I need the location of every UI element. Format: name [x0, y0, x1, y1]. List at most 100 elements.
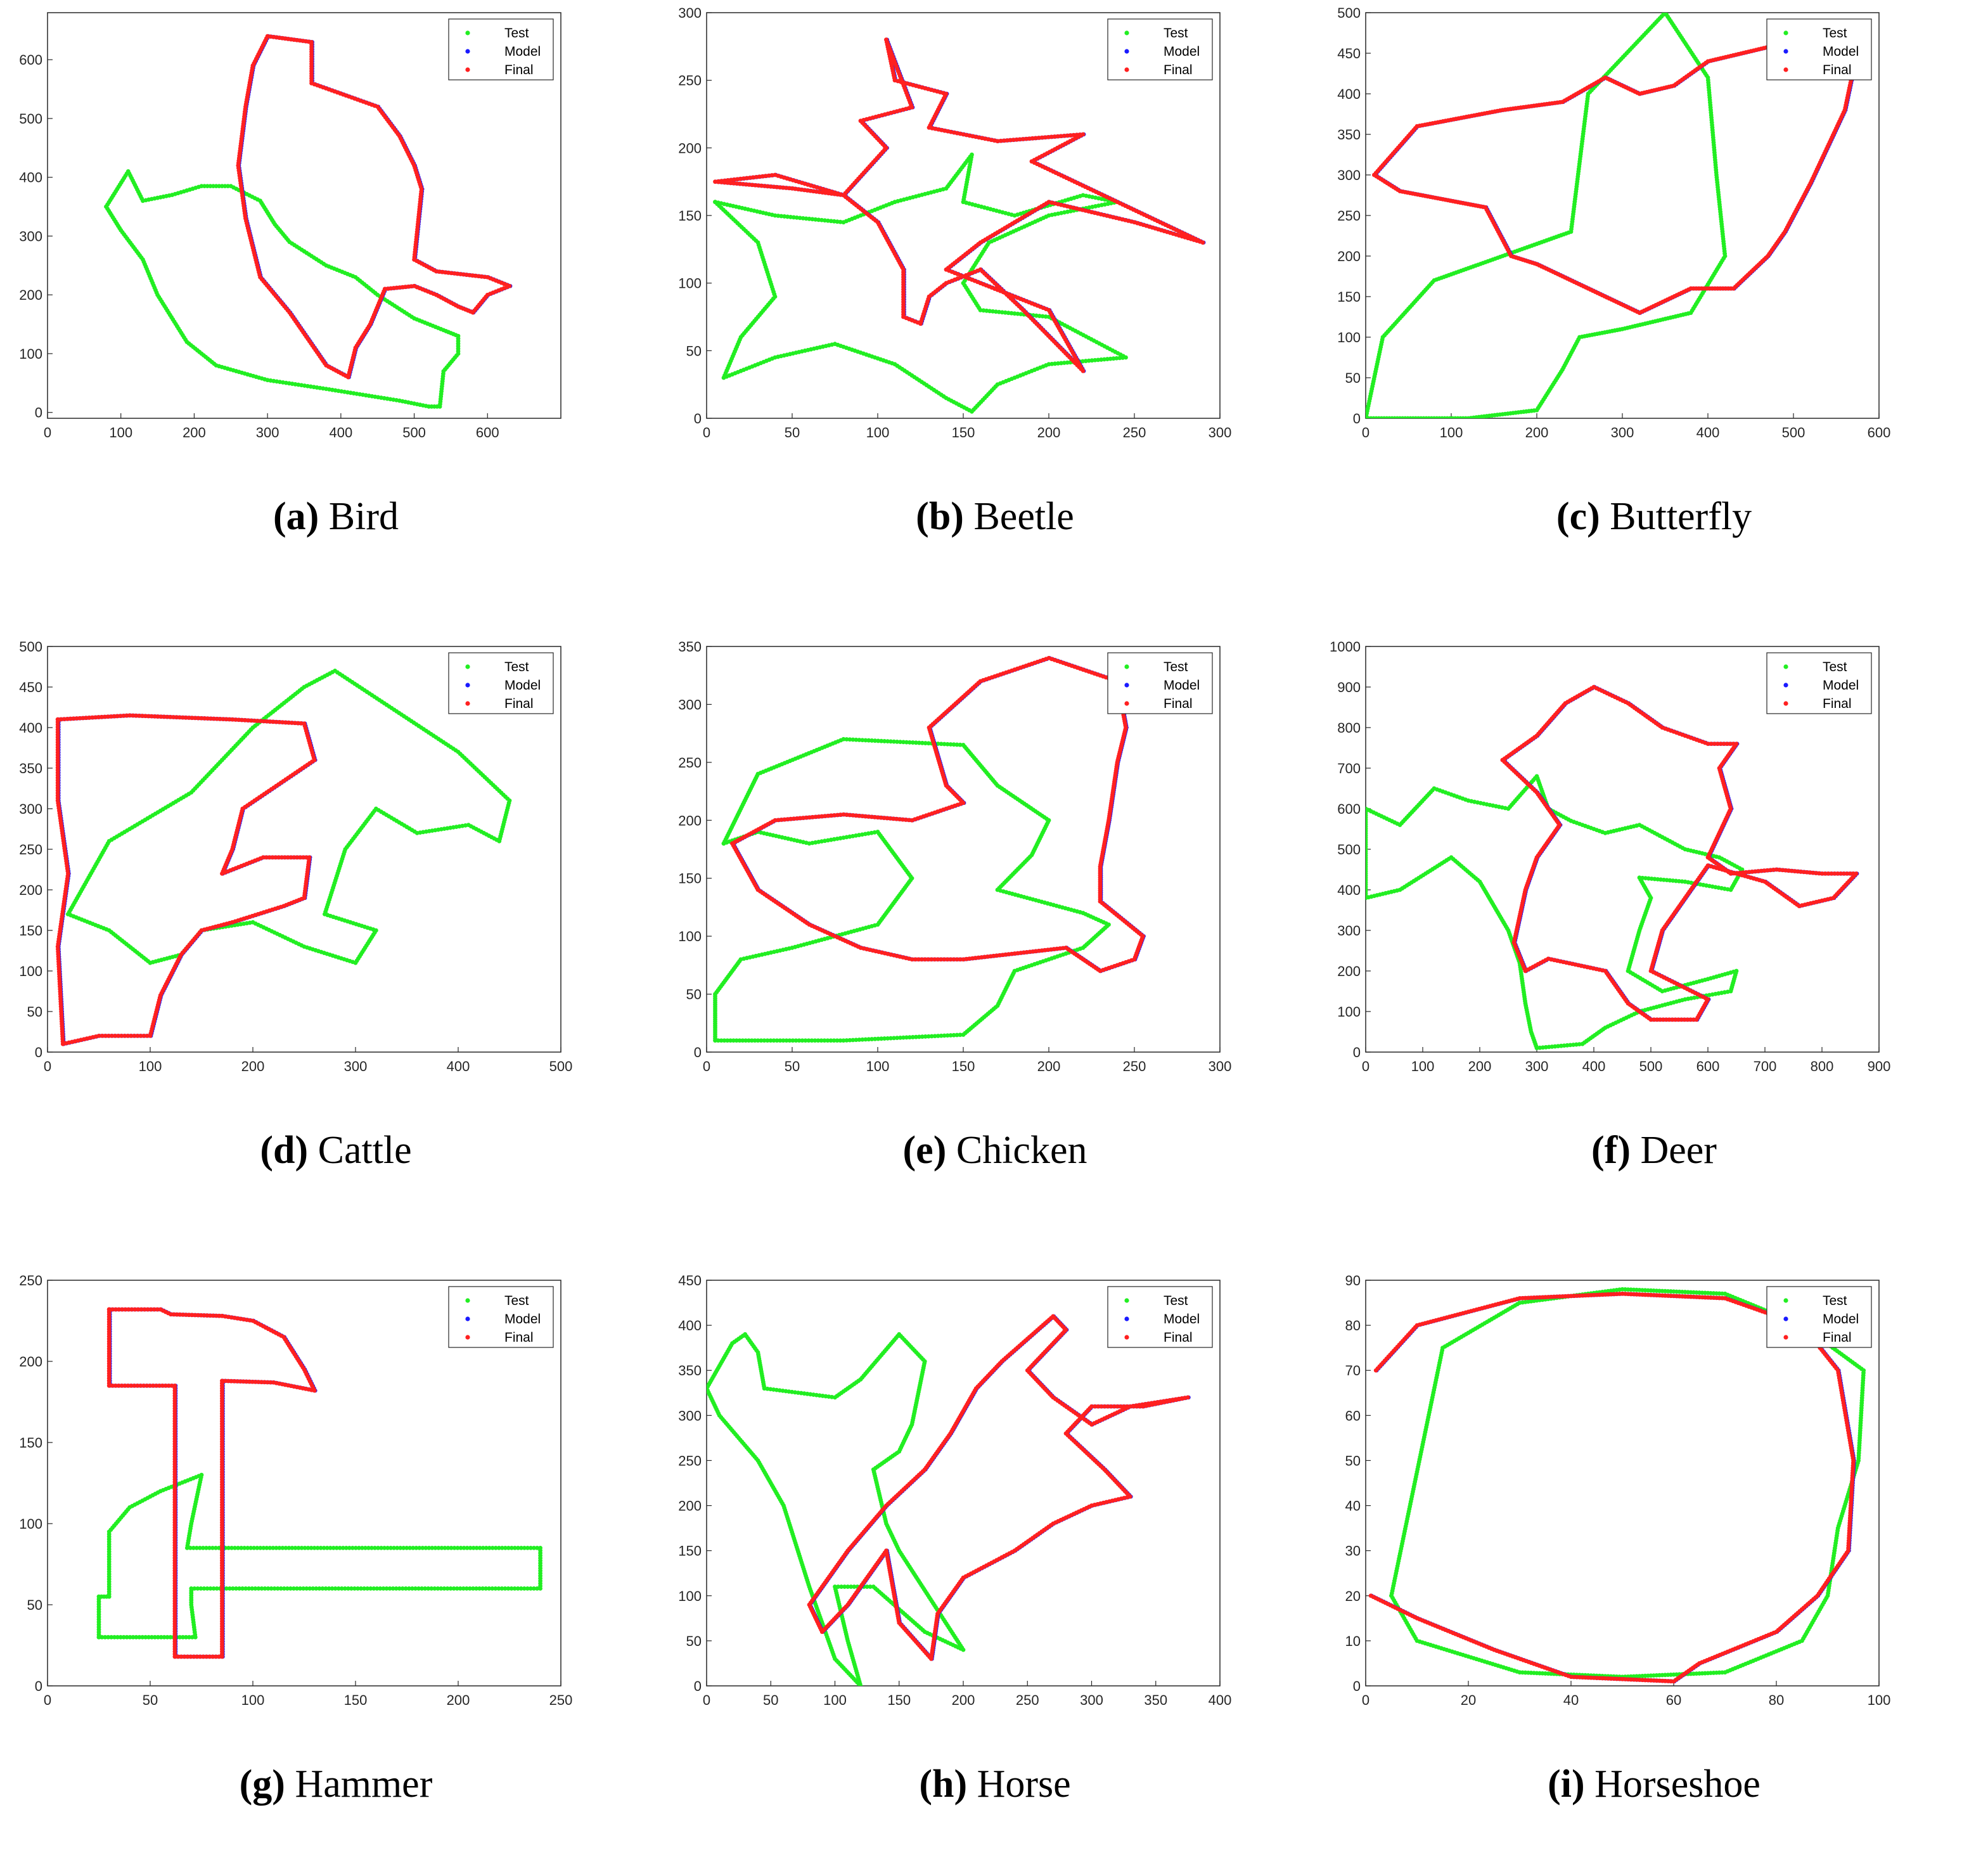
y-tick-label: 50	[1345, 370, 1361, 386]
data-point	[1364, 416, 1368, 421]
legend: Test Model Final	[1108, 19, 1212, 80]
legend-label: Test	[1164, 26, 1188, 41]
data-point	[713, 200, 717, 204]
y-tick-label: 500	[19, 111, 42, 127]
y-tick-label: 350	[19, 761, 42, 776]
legend: Test Model Final	[1767, 19, 1871, 80]
panel-caption: (a) Bird	[19, 494, 653, 539]
y-tick-label: 0	[35, 1044, 42, 1060]
legend-marker	[1783, 30, 1788, 35]
panel-label: (b)	[916, 495, 964, 538]
y-tick-label: 200	[19, 882, 42, 898]
legend-label: Final	[1164, 63, 1193, 77]
legend-label: Model	[504, 44, 541, 59]
legend-label: Test	[504, 26, 529, 41]
x-tick-label: 0	[703, 425, 710, 440]
panel-title: Bird	[319, 495, 399, 538]
y-tick-label: 450	[1337, 46, 1361, 61]
legend-label: Model	[1164, 44, 1200, 59]
legend-marker	[1783, 49, 1788, 53]
y-tick-label: 50	[27, 1004, 42, 1020]
data-point	[251, 63, 255, 68]
y-tick-label: 300	[19, 801, 42, 817]
y-tick-label: 350	[1337, 127, 1361, 143]
x-tick-label: 300	[256, 425, 279, 440]
y-tick-label: 200	[1337, 248, 1361, 264]
legend-marker	[465, 49, 470, 53]
data-point	[104, 205, 108, 209]
legend: Test Model Final	[449, 19, 553, 80]
panel-caption: (c) Butterfly	[1337, 494, 1969, 539]
x-tick-label: 200	[183, 425, 206, 440]
x-tick-label: 150	[952, 425, 975, 440]
y-tick-label: 100	[1337, 330, 1361, 345]
y-tick-label: 400	[19, 720, 42, 736]
x-tick-label: 200	[1037, 425, 1061, 440]
legend-marker	[1783, 67, 1788, 72]
x-tick-label: 100	[1440, 425, 1463, 440]
y-tick-label: 250	[678, 73, 702, 89]
x-tick-label: 400	[1696, 425, 1720, 440]
x-tick-label: 500	[1782, 425, 1805, 440]
x-tick-label: 500	[549, 1058, 573, 1074]
legend-marker	[1124, 49, 1129, 53]
panel-label: (c)	[1556, 495, 1600, 538]
y-tick-label: 150	[19, 923, 42, 939]
y-tick-label: 250	[1337, 208, 1361, 224]
x-tick-label: 300	[344, 1058, 368, 1074]
y-tick-label: 400	[19, 170, 42, 186]
data-point	[884, 37, 888, 42]
y-tick-label: 300	[19, 228, 42, 244]
y-tick-label: 0	[1353, 411, 1361, 427]
y-tick-label: 500	[1337, 5, 1361, 21]
y-tick-label: 500	[19, 639, 42, 655]
panel-title: Butterfly	[1600, 495, 1752, 538]
y-tick-label: 600	[19, 52, 42, 68]
legend-marker	[465, 30, 470, 35]
x-tick-label: 300	[1611, 425, 1634, 440]
y-tick-label: 100	[19, 346, 42, 362]
legend-label: Final	[1823, 63, 1852, 77]
panel-title: Beetle	[964, 495, 1074, 538]
y-tick-label: 200	[678, 140, 702, 156]
data-point	[1372, 173, 1376, 177]
panel-label: (a)	[273, 495, 319, 538]
y-tick-label: 200	[19, 287, 42, 303]
legend-label: Final	[504, 63, 534, 77]
y-tick-label: 150	[678, 208, 702, 224]
x-tick-label: 0	[44, 425, 51, 440]
x-tick-label: 100	[139, 1058, 162, 1074]
y-tick-label: 450	[19, 679, 42, 695]
y-tick-label: 100	[678, 276, 702, 292]
y-tick-label: 150	[1337, 289, 1361, 305]
legend-marker	[1124, 30, 1129, 35]
y-tick-label: 50	[686, 343, 702, 359]
x-tick-label: 200	[1525, 425, 1549, 440]
x-tick-label: 400	[447, 1058, 470, 1074]
x-tick-label: 500	[402, 425, 426, 440]
legend-label: Test	[1823, 26, 1847, 41]
x-tick-label: 600	[1868, 425, 1891, 440]
x-tick-label: 100	[866, 425, 890, 440]
legend-marker	[465, 67, 470, 72]
x-tick-label: 50	[785, 425, 800, 440]
x-tick-label: 400	[329, 425, 352, 440]
x-tick-label: 200	[241, 1058, 265, 1074]
x-tick-label: 100	[109, 425, 132, 440]
x-tick-label: 0	[44, 1058, 51, 1074]
x-tick-label: 0	[1362, 425, 1369, 440]
y-tick-label: 300	[678, 5, 702, 21]
y-tick-label: 0	[35, 405, 42, 421]
x-tick-label: 250	[1123, 425, 1146, 440]
legend-label: Model	[1823, 44, 1859, 59]
legend-marker	[1124, 67, 1129, 72]
